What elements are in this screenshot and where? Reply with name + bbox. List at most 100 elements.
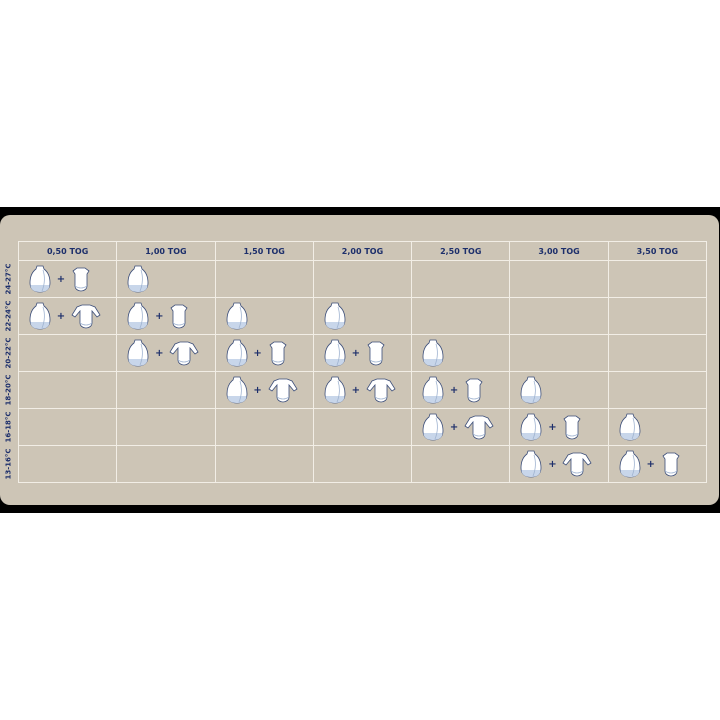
sleeping-bag-icon [520, 449, 542, 479]
long-sleeve-bodysuit-icon [366, 377, 396, 403]
table-cell [214, 260, 314, 298]
table-cell: + [411, 371, 511, 409]
table-cell [509, 260, 609, 298]
table-cell [116, 260, 216, 298]
table-cell: + [214, 334, 314, 372]
table-cell [411, 334, 511, 372]
sleeping-bag-icon [226, 338, 248, 368]
long-sleeve-bodysuit-icon [562, 451, 592, 477]
table-cell [312, 260, 413, 298]
row-label: 22-24°C [0, 297, 18, 334]
column-header: 3,50 TOG [607, 241, 708, 261]
sleeping-bag-icon [520, 412, 542, 442]
table-cell [312, 297, 413, 335]
table-cell [214, 408, 314, 446]
short-sleeve-bodysuit-icon [366, 340, 386, 366]
plus-sign: + [155, 310, 164, 322]
short-sleeve-bodysuit-icon [169, 303, 189, 329]
table-cell [17, 334, 118, 372]
table-cell [607, 334, 708, 372]
column-header: 1,50 TOG [214, 241, 314, 261]
table-cell [17, 371, 118, 409]
long-sleeve-bodysuit-icon [464, 414, 494, 440]
sleeping-bag-icon [324, 301, 346, 331]
table-row: + + + [17, 371, 708, 409]
table-cell [509, 371, 609, 409]
column-header: 2,00 TOG [312, 241, 413, 261]
row-label: 24-27°C [0, 260, 18, 297]
temperature-label: 18-20°C [5, 373, 13, 406]
table-cell [607, 297, 708, 335]
sleeping-bag-icon [422, 375, 444, 405]
table-cell [312, 445, 413, 483]
tog-table: 0,50 TOG 1,00 TOG 1,50 TOG 2,00 TOG 2,50 TOG… [17, 241, 708, 483]
table-cell: + [312, 371, 413, 409]
table-cell [17, 445, 118, 483]
table-cell [214, 297, 314, 335]
table-cell: + [312, 334, 413, 372]
temperature-label: 24-27°C [5, 262, 13, 295]
long-sleeve-bodysuit-icon [169, 340, 199, 366]
plus-sign: + [253, 384, 262, 396]
row-label: 20-22°C [0, 334, 18, 371]
temperature-label: 20-22°C [5, 336, 13, 369]
table-cell [607, 408, 708, 446]
short-sleeve-bodysuit-icon [562, 414, 582, 440]
short-sleeve-bodysuit-icon [661, 451, 681, 477]
column-header: 0,50 TOG [17, 241, 118, 261]
row-label: 18-20°C [0, 371, 18, 408]
table-cell: + [411, 408, 511, 446]
column-header: 3,00 TOG [509, 241, 609, 261]
table-cell [116, 371, 216, 409]
plus-sign: + [449, 384, 459, 396]
table-row: + [17, 260, 708, 298]
plus-sign: + [56, 310, 66, 322]
row-label: 13-16°C [0, 445, 18, 482]
sleeping-bag-icon [324, 338, 346, 368]
column-header: 2,50 TOG [411, 241, 511, 261]
sleeping-bag-icon [619, 449, 641, 479]
sleeping-bag-icon [127, 264, 149, 294]
table-cell: + [607, 445, 708, 483]
plus-sign: + [449, 421, 459, 433]
table-cell [509, 334, 609, 372]
temperature-label: 22-24°C [5, 299, 13, 332]
table-row: + + [17, 408, 708, 446]
short-sleeve-bodysuit-icon [71, 266, 91, 292]
long-sleeve-bodysuit-icon [71, 303, 101, 329]
table-cell [214, 445, 314, 483]
table-cell: + [214, 371, 314, 409]
sleeping-bag-icon [619, 412, 641, 442]
table-cell [607, 260, 708, 298]
sleeping-bag-icon [127, 301, 149, 331]
column-header: 1,00 TOG [116, 241, 216, 261]
table-cell [116, 408, 216, 446]
plus-sign: + [351, 384, 361, 396]
table-row: + + + [17, 334, 708, 372]
table-cell [509, 297, 609, 335]
table-cell [116, 445, 216, 483]
table-cell: + [116, 297, 216, 335]
long-sleeve-bodysuit-icon [268, 377, 298, 403]
table-cell: + [17, 297, 118, 335]
plus-sign: + [56, 273, 66, 285]
table-cell: + [116, 334, 216, 372]
plus-sign: + [548, 421, 557, 433]
temperature-label: 13-16°C [5, 447, 13, 480]
sleeping-bag-icon [520, 375, 542, 405]
table-cell [607, 371, 708, 409]
sleeping-bag-icon [422, 412, 444, 442]
plus-sign: + [646, 458, 655, 470]
sleeping-bag-icon [324, 375, 346, 405]
table-cell: + [509, 445, 609, 483]
table-row: + + [17, 445, 708, 483]
plus-sign: + [155, 347, 164, 359]
table-cell: + [17, 260, 118, 298]
sleeping-bag-icon [29, 264, 51, 294]
plus-sign: + [253, 347, 262, 359]
plus-sign: + [548, 458, 557, 470]
header-row: 0,50 TOG 1,00 TOG 1,50 TOG 2,00 TOG 2,50 TOG… [17, 241, 708, 261]
table-row: + + [17, 297, 708, 335]
table-cell [17, 408, 118, 446]
sleeping-bag-icon [127, 338, 149, 368]
